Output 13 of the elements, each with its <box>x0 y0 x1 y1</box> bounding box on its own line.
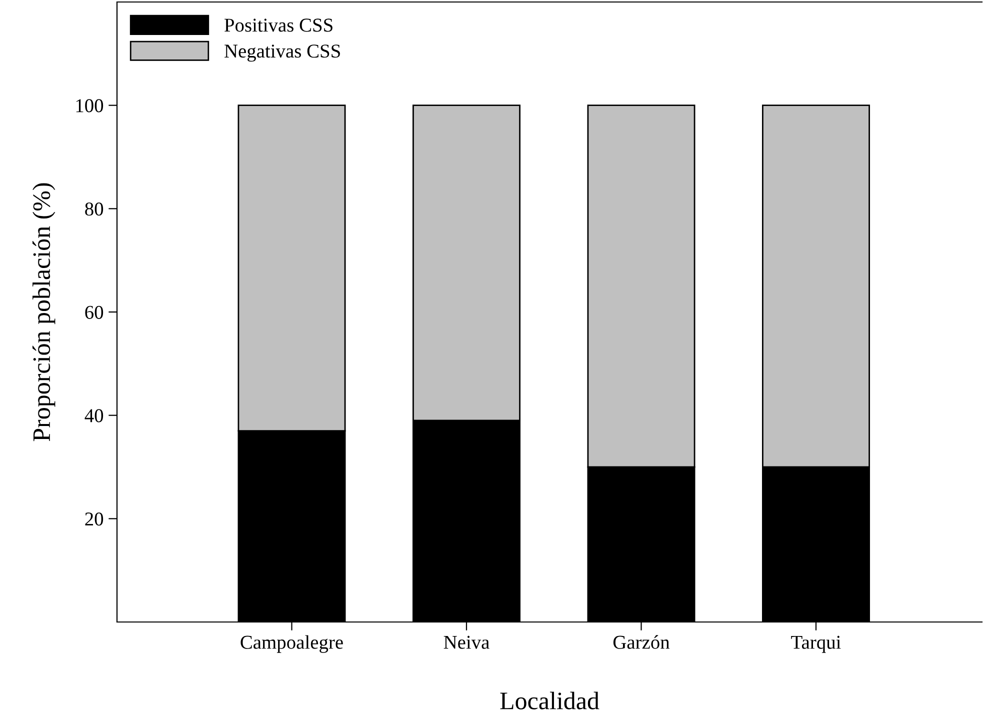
y-tick-label: 20 <box>85 512 104 526</box>
x-tick-label: Neiva <box>444 636 490 649</box>
x-tick-label: Garzón <box>613 635 670 649</box>
y-tick-label: 100 <box>76 99 104 112</box>
x-axis-title: Localidad <box>500 692 600 710</box>
y-tick-label: 60 <box>85 306 104 319</box>
x-tick-label: Campoalegre <box>240 635 343 653</box>
x-tick-label: Tarqui <box>791 636 841 653</box>
legend-label: Positivas CSS <box>224 18 332 32</box>
y-axis-title: Proporción población (%) <box>32 183 56 442</box>
y-tick-label: 80 <box>85 202 104 216</box>
y-tick-label: 40 <box>84 409 104 422</box>
legend-label: Negativas CSS <box>224 44 340 62</box>
